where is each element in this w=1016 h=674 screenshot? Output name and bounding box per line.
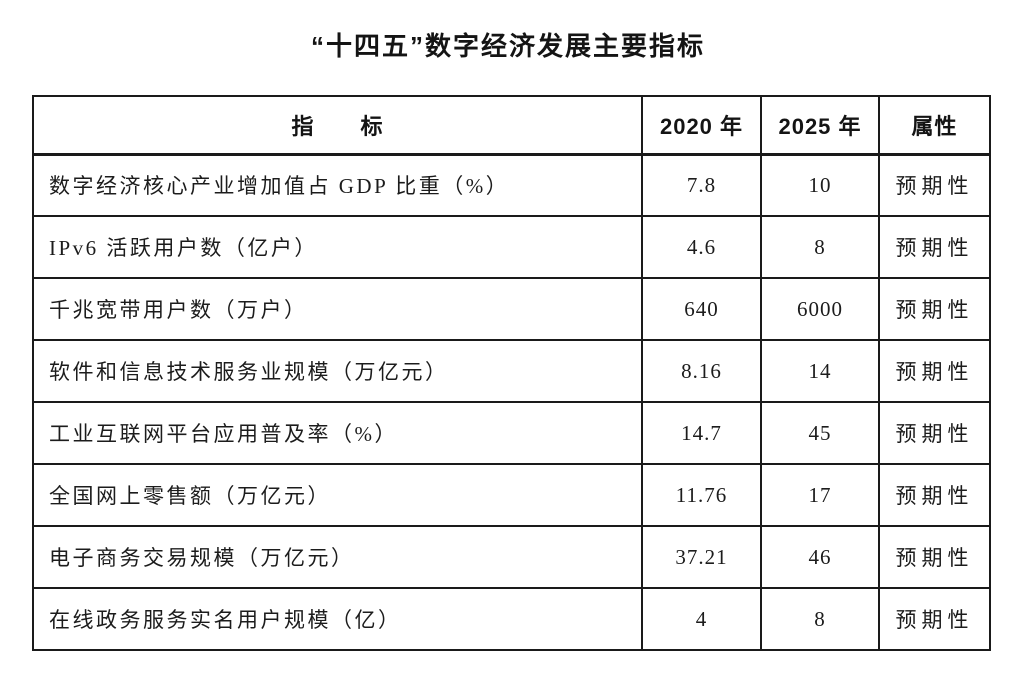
cell-2025: 17 — [760, 463, 880, 527]
cell-attribute: 预期性 — [878, 463, 991, 527]
cell-indicator: 数字经济核心产业增加值占 GDP 比重（%） — [32, 153, 643, 217]
cell-indicator: 全国网上零售额（万亿元） — [32, 463, 643, 527]
cell-2020: 14.7 — [641, 401, 762, 465]
table-row: 电子商务交易规模（万亿元） 37.21 46 预期性 — [32, 525, 991, 589]
table-row: 在线政务服务实名用户规模（亿） 4 8 预期性 — [32, 587, 991, 651]
table-header-row: 指 标 2020 年 2025 年 属性 — [32, 95, 991, 156]
cell-2020: 7.8 — [641, 153, 762, 217]
indicators-table: 指 标 2020 年 2025 年 属性 数字经济核心产业增加值占 GDP 比重… — [32, 95, 991, 651]
cell-attribute: 预期性 — [878, 277, 991, 341]
cell-attribute: 预期性 — [878, 401, 991, 465]
page-title: “十四五”数字经济发展主要指标 — [310, 31, 705, 61]
cell-attribute: 预期性 — [878, 525, 991, 589]
table-row: 千兆宽带用户数（万户） 640 6000 预期性 — [32, 277, 991, 341]
table-row: 全国网上零售额（万亿元） 11.76 17 预期性 — [32, 463, 991, 527]
cell-2025: 46 — [760, 525, 880, 589]
cell-indicator: 千兆宽带用户数（万户） — [32, 277, 643, 341]
header-2025: 2025 年 — [760, 95, 880, 156]
table-row: 工业互联网平台应用普及率（%） 14.7 45 预期性 — [32, 401, 991, 465]
cell-attribute: 预期性 — [878, 215, 991, 279]
cell-attribute: 预期性 — [878, 339, 991, 403]
cell-attribute: 预期性 — [878, 587, 991, 651]
cell-2020: 640 — [641, 277, 762, 341]
cell-2020: 8.16 — [641, 339, 762, 403]
cell-2020: 4 — [641, 587, 762, 651]
header-attribute: 属性 — [878, 95, 991, 156]
cell-2020: 11.76 — [641, 463, 762, 527]
cell-2025: 14 — [760, 339, 880, 403]
cell-2025: 8 — [760, 215, 880, 279]
cell-indicator: 工业互联网平台应用普及率（%） — [32, 401, 643, 465]
header-2020: 2020 年 — [641, 95, 762, 156]
cell-2020: 37.21 — [641, 525, 762, 589]
cell-2020: 4.6 — [641, 215, 762, 279]
cell-indicator: IPv6 活跃用户数（亿户） — [32, 215, 643, 279]
cell-indicator: 软件和信息技术服务业规模（万亿元） — [32, 339, 643, 403]
cell-indicator: 在线政务服务实名用户规模（亿） — [32, 587, 643, 651]
cell-2025: 8 — [760, 587, 880, 651]
table-row: 软件和信息技术服务业规模（万亿元） 8.16 14 预期性 — [32, 339, 991, 403]
cell-attribute: 预期性 — [878, 153, 991, 217]
cell-2025: 10 — [760, 153, 880, 217]
header-indicator: 指 标 — [32, 95, 643, 156]
table-row: 数字经济核心产业增加值占 GDP 比重（%） 7.8 10 预期性 — [32, 153, 991, 217]
cell-2025: 6000 — [760, 277, 880, 341]
cell-indicator: 电子商务交易规模（万亿元） — [32, 525, 643, 589]
table-row: IPv6 活跃用户数（亿户） 4.6 8 预期性 — [32, 215, 991, 279]
cell-2025: 45 — [760, 401, 880, 465]
